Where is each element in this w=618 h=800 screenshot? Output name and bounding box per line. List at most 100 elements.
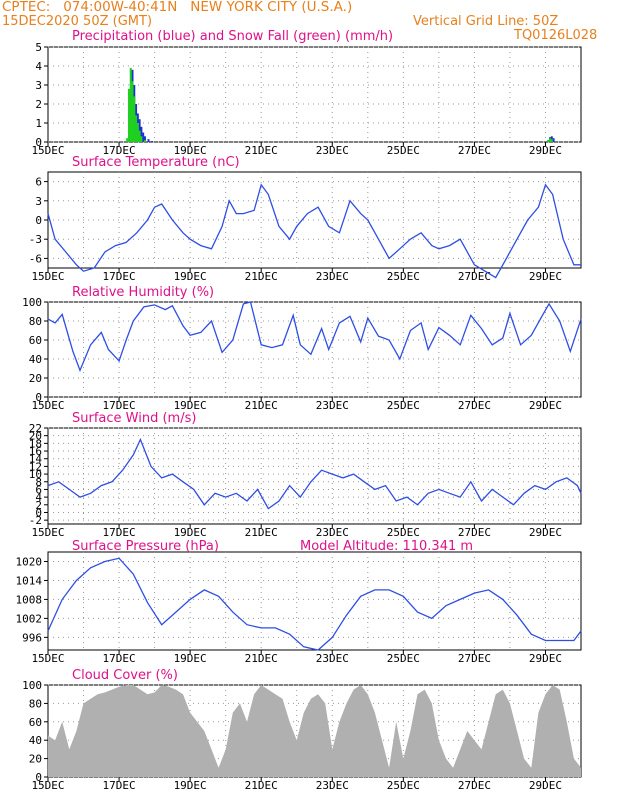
y-tick-label: 6 [35,176,42,189]
snow-bar [138,130,141,142]
panel-frame [47,551,582,651]
x-tick-label: 23DEC [316,526,349,539]
x-tick-label: 21DEC [245,270,278,283]
x-tick-label: 29DEC [529,526,562,539]
panel-frame [47,427,582,525]
y-tick-label: 100 [22,296,42,309]
snow-bar [549,138,552,142]
precip-bar [143,136,146,142]
x-tick-label: 27DEC [458,652,491,665]
y-tick-label: 0 [35,391,42,404]
panel-frame [47,301,582,398]
panel-title: Cloud Cover (%) [72,668,178,683]
x-tick-label: 15DEC [31,399,64,412]
x-tick-label: 17DEC [103,144,136,157]
series-line [47,301,582,373]
panel-frame [47,171,582,269]
header-date: 15DEC2020 50Z (GMT) [2,14,153,29]
y-tick-label: 0 [35,136,42,149]
snow-bar [126,138,129,142]
x-tick-label: 19DEC [174,779,207,792]
y-tick-label: 2 [35,499,42,512]
y-tick-label: 100 [22,679,42,692]
y-tick-label: -6 [29,252,42,265]
precip-bar [140,126,143,142]
cloud-area [48,685,581,777]
snow-bar [127,88,130,142]
y-tick-label: 16 [29,445,42,458]
x-tick-label: 27DEC [458,779,491,792]
y-tick-label: 0 [35,214,42,227]
panel-title: Surface Temperature (nC) [72,155,240,170]
y-tick-label: 10 [29,468,42,481]
x-tick-label: 21DEC [245,399,278,412]
snow-bar [131,81,134,142]
x-tick-label: 25DEC [387,399,420,412]
y-tick-label: 18 [29,437,42,450]
panel-title: Relative Humidity (%) [72,285,214,300]
x-tick-label: 17DEC [103,270,136,283]
y-tick-label: 60 [29,716,42,729]
x-tick-label: 29DEC [529,652,562,665]
x-tick-label: 23DEC [316,144,349,157]
x-tick-label: 17DEC [103,526,136,539]
panel-annotation: Model Altitude: 110.341 m [300,539,473,554]
precip-bar [142,132,145,142]
series-line [47,437,582,510]
x-tick-label: 19DEC [174,399,207,412]
y-tick-label: 20 [29,430,42,443]
x-tick-label: 17DEC [103,779,136,792]
y-tick-label: 2 [35,98,42,111]
snow-bar [136,123,139,142]
y-tick-label: 60 [29,334,42,347]
snow-bar [547,140,550,142]
x-tick-label: 23DEC [316,779,349,792]
x-tick-label: 27DEC [458,270,491,283]
x-tick-label: 21DEC [245,526,278,539]
precip-bar [147,139,150,142]
x-tick-label: 25DEC [387,270,420,283]
x-tick-label: 25DEC [387,779,420,792]
x-tick-label: 29DEC [529,270,562,283]
x-tick-label: 29DEC [529,779,562,792]
y-tick-label: -2 [29,514,42,527]
x-tick-label: 15DEC [31,526,64,539]
x-tick-label: 29DEC [529,399,562,412]
y-tick-label: 1020 [16,555,43,568]
x-tick-label: 15DEC [31,270,64,283]
x-tick-label: 23DEC [316,399,349,412]
precip-bar [552,138,555,142]
x-tick-label: 21DEC [245,144,278,157]
x-tick-label: 27DEC [458,144,491,157]
x-tick-label: 19DEC [174,526,207,539]
panel-title: Surface Pressure (hPa) [72,539,219,554]
x-tick-label: 21DEC [245,652,278,665]
snow-bar [143,140,146,142]
y-tick-label: 8 [35,476,42,489]
snow-bar [133,96,136,142]
snow-bar [550,139,553,142]
y-tick-label: 12 [29,460,42,473]
series-line [47,183,581,279]
header-location: CPTEC: 074:00W-40:41N NEW YORK CITY (U.S… [2,0,353,15]
y-tick-label: 80 [29,697,42,710]
x-tick-label: 23DEC [316,270,349,283]
x-tick-label: 27DEC [458,526,491,539]
header-vertical-grid: Vertical Grid Line: 50Z [413,14,559,29]
x-tick-label: 25DEC [387,526,420,539]
y-tick-label: 1 [35,117,42,130]
y-tick-label: 20 [29,753,42,766]
panel-frame [47,46,582,143]
y-tick-label: 0 [35,771,42,784]
y-tick-label: 40 [29,353,42,366]
snow-bar [129,67,132,142]
y-tick-label: 5 [35,41,42,54]
x-tick-label: 25DEC [387,144,420,157]
x-tick-label: 15DEC [31,144,64,157]
snow-bar [140,136,143,142]
y-tick-label: 6 [35,483,42,496]
panel-title: Surface Wind (m/s) [72,411,196,426]
y-tick-label: 1002 [16,612,43,625]
snow-bar [135,115,138,142]
